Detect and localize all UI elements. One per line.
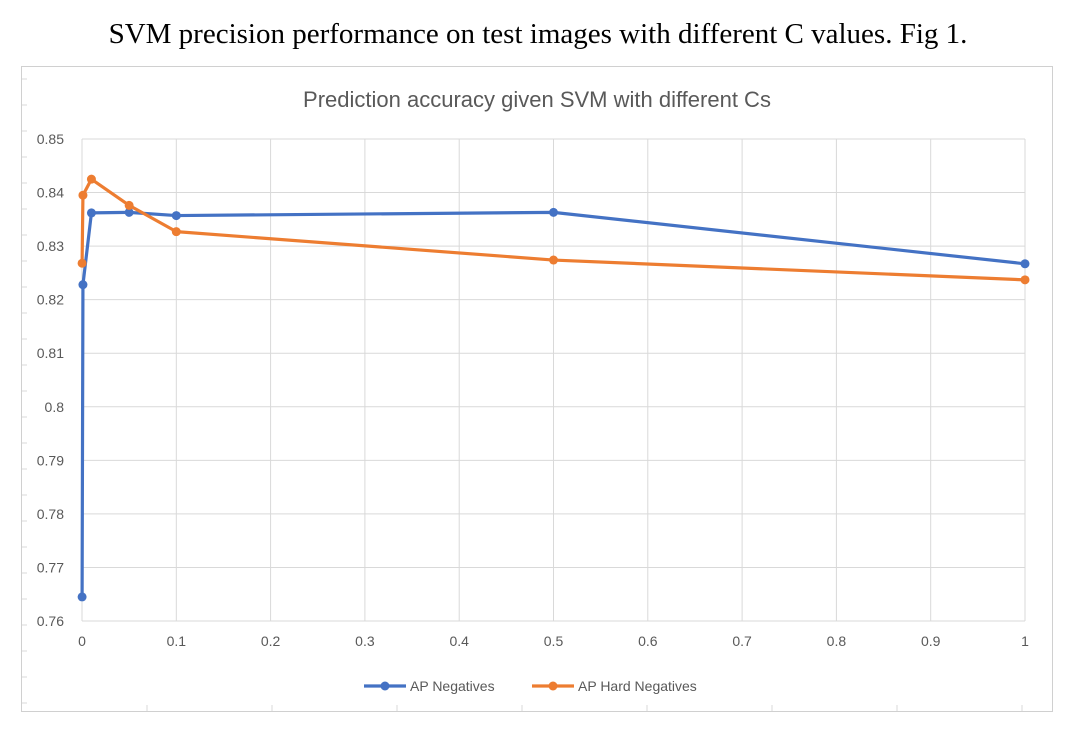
x-tick-label: 0.2 xyxy=(261,633,281,649)
series-group xyxy=(77,174,1030,602)
y-tick-label: 0.81 xyxy=(37,345,64,361)
x-tick-label: 0.9 xyxy=(921,633,941,649)
data-point xyxy=(86,208,96,218)
data-point xyxy=(549,255,558,265)
legend-label: AP Hard Negatives xyxy=(578,678,697,694)
axes: 0.760.770.780.790.80.810.820.830.840.850… xyxy=(37,131,1029,649)
x-tick-label: 0.5 xyxy=(544,633,564,649)
x-tick-label: 0.4 xyxy=(449,633,469,649)
x-tick-label: 1 xyxy=(1021,633,1029,649)
data-point xyxy=(549,207,558,217)
x-tick-label: 0.1 xyxy=(167,633,187,649)
x-tick-label: 0 xyxy=(78,633,86,649)
chart-title: Prediction accuracy given SVM with diffe… xyxy=(303,87,771,112)
x-tick-label: 0.7 xyxy=(732,633,752,649)
chart-area: Prediction accuracy given SVM with diffe… xyxy=(21,66,1053,712)
data-point xyxy=(86,174,96,184)
data-point xyxy=(1020,275,1030,285)
y-tick-label: 0.77 xyxy=(37,559,64,575)
x-tick-label: 0.6 xyxy=(638,633,658,649)
data-point xyxy=(77,592,87,602)
legend-marker xyxy=(380,681,390,691)
y-tick-label: 0.79 xyxy=(37,452,64,468)
figure-caption: SVM precision performance on test images… xyxy=(108,18,968,50)
y-tick-label: 0.78 xyxy=(37,506,64,522)
gridlines xyxy=(22,78,1026,711)
line-chart: Prediction accuracy given SVM with diffe… xyxy=(22,78,1030,711)
x-tick-label: 0.8 xyxy=(827,633,847,649)
data-point xyxy=(124,200,134,210)
legend-marker xyxy=(548,681,558,691)
y-tick-label: 0.76 xyxy=(37,613,64,629)
x-tick-label: 0.3 xyxy=(355,633,375,649)
y-tick-label: 0.8 xyxy=(45,399,65,415)
y-tick-label: 0.85 xyxy=(37,131,64,147)
legend-label: AP Negatives xyxy=(410,678,495,694)
data-point xyxy=(1020,259,1030,269)
data-point xyxy=(171,227,181,237)
data-point xyxy=(78,190,88,200)
data-point xyxy=(171,211,181,221)
data-point xyxy=(124,207,134,217)
legend: AP Negatives AP Hard Negatives xyxy=(364,678,697,694)
y-tick-label: 0.84 xyxy=(37,185,64,201)
y-tick-label: 0.82 xyxy=(37,292,64,308)
y-tick-label: 0.83 xyxy=(37,238,64,254)
data-point xyxy=(77,258,87,268)
data-point xyxy=(78,280,88,290)
